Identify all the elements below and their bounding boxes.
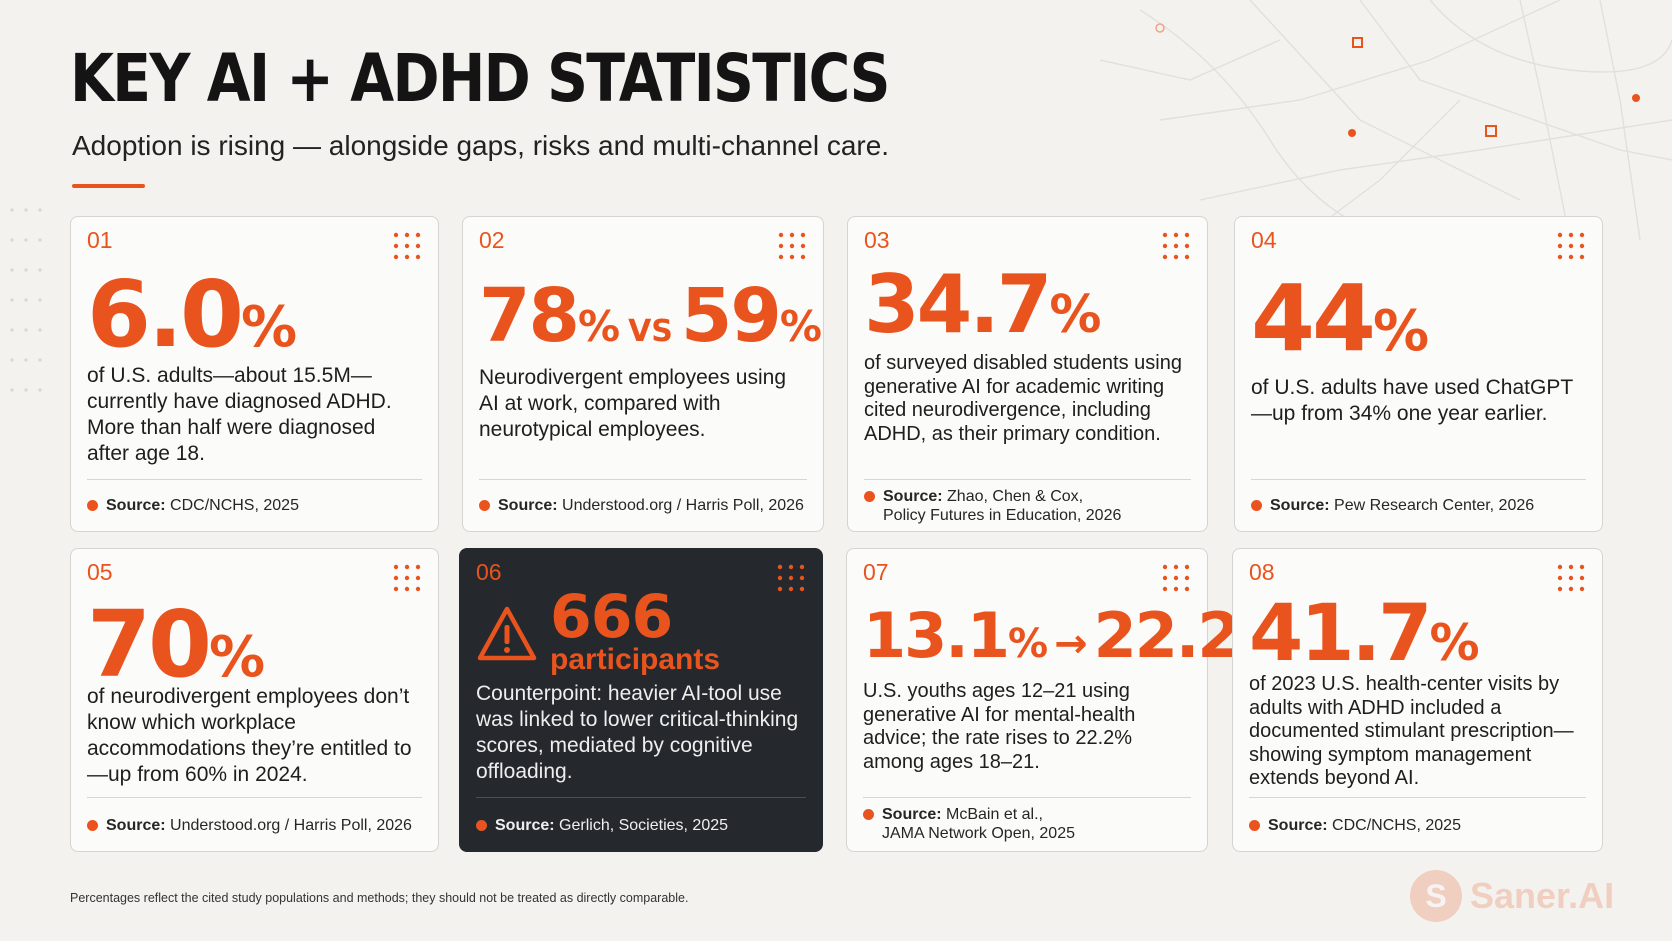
card-number: 08 <box>1249 559 1275 585</box>
stat-description: of surveyed disabled students using gene… <box>864 352 1182 445</box>
stat-source: Source: Understood.org / Harris Poll, 20… <box>87 816 428 835</box>
divider <box>864 479 1191 480</box>
dot-grid-icon <box>393 232 421 260</box>
stat-unit-label: participants <box>550 643 721 676</box>
card-number: 05 <box>87 559 113 585</box>
source-bullet-icon <box>476 820 487 831</box>
source-bullet-icon <box>1251 500 1262 511</box>
stat-card-06: 06 666 participants Counterpoint: heavie… <box>459 548 823 852</box>
stat-description: of U.S. adults—about 15.5M—currently hav… <box>87 364 392 465</box>
dot-grid-icon <box>1557 564 1585 592</box>
warning-icon <box>477 606 537 661</box>
stat-source: Source: CDC/NCHS, 2025 <box>87 496 428 515</box>
dot-grid-icon <box>1162 232 1190 260</box>
source-bullet-icon <box>863 809 874 820</box>
dot-grid-icon <box>393 564 421 592</box>
divider <box>479 479 807 480</box>
stat-card-07: 07 13.1%→22.2% U.S. youths ages 12–21 us… <box>846 548 1279 852</box>
stat-card-05: 05 70% of neurodivergent employees don’t… <box>70 548 439 852</box>
stat-description: U.S. youths ages 12–21 using generative … <box>863 680 1136 773</box>
footnote: Percentages reflect the cited study popu… <box>70 891 689 905</box>
stat-comparison: 13.1%→22.2% <box>863 599 1279 672</box>
source-bullet-icon <box>864 491 875 502</box>
dot-grid-icon <box>778 232 806 260</box>
arrow-right-icon: → <box>1054 621 1088 667</box>
map-decoration <box>1100 0 1672 240</box>
stat-value: 44% <box>1251 265 1430 372</box>
source-bullet-icon <box>1249 820 1260 831</box>
divider <box>1249 797 1586 798</box>
stat-description: Neurodivergent employees using AI at wor… <box>479 366 787 441</box>
source-bullet-icon <box>479 500 490 511</box>
stat-value: 70% <box>87 591 266 698</box>
stat-source: Source: CDC/NCHS, 2025 <box>1249 816 1592 835</box>
card-number: 04 <box>1251 227 1277 253</box>
dot-grid-icon <box>1162 564 1190 592</box>
stat-source: Source: Pew Research Center, 2026 <box>1251 496 1592 515</box>
card-number: 07 <box>863 559 889 585</box>
card-number: 06 <box>476 559 502 585</box>
dot-pattern-decoration <box>10 208 42 392</box>
brand-name: Saner.AI <box>1470 875 1615 916</box>
stat-card-04: 04 44% of U.S. adults have used ChatGPT—… <box>1234 216 1603 532</box>
dot-grid-icon <box>1557 232 1585 260</box>
page-subtitle: Adoption is rising — alongside gaps, ris… <box>72 130 890 161</box>
stat-comparison: 78% VS 59% <box>479 273 822 359</box>
stat-source: Source: McBain et al., JAMA Network Open,… <box>863 805 1197 843</box>
stat-card-01: 01 6.0% of U.S. adults—about 15.5M—curre… <box>70 216 439 532</box>
stat-description: of U.S. adults have used ChatGPT—up from… <box>1251 376 1574 425</box>
stat-source: Source: Gerlich, Societies, 2025 <box>476 816 812 835</box>
card-number: 01 <box>87 227 113 253</box>
divider <box>1251 479 1586 480</box>
stat-card-03: 03 34.7% of surveyed disabled students u… <box>847 216 1208 532</box>
stat-source: Source: Understood.org / Harris Poll, 20… <box>479 496 813 515</box>
brand-logo-icon: S <box>1410 870 1462 922</box>
divider <box>476 797 806 798</box>
divider <box>87 797 422 798</box>
stat-value: 666 <box>550 582 673 652</box>
card-number: 03 <box>864 227 890 253</box>
stat-source: Source: Zhao, Chen & Cox, Policy Futures … <box>864 487 1197 525</box>
stat-card-08: 08 41.7% of 2023 U.S. health-center visi… <box>1232 548 1603 852</box>
stat-value: 34.7% <box>864 258 1102 351</box>
stat-card-02: 02 78% VS 59% Neurodivergent employees usi… <box>462 216 824 532</box>
page-title: KEY AI + ADHD STATISTICS <box>70 40 890 117</box>
stat-description: of 2023 U.S. health-center visits by adu… <box>1249 673 1574 789</box>
brand-watermark: S Saner.AI <box>1410 868 1614 924</box>
stat-description: of neurodivergent employees don’t know w… <box>87 685 412 786</box>
stat-value: 6.0% <box>87 261 298 368</box>
source-bullet-icon <box>87 500 98 511</box>
dot-grid-icon <box>777 564 805 592</box>
title-accent-rule <box>72 184 145 188</box>
divider <box>863 797 1191 798</box>
divider <box>87 479 422 480</box>
card-number: 02 <box>479 227 505 253</box>
source-bullet-icon <box>87 820 98 831</box>
stat-description: Counterpoint: heavier AI-tool use was li… <box>476 682 799 783</box>
stat-value: 41.7% <box>1249 589 1480 679</box>
